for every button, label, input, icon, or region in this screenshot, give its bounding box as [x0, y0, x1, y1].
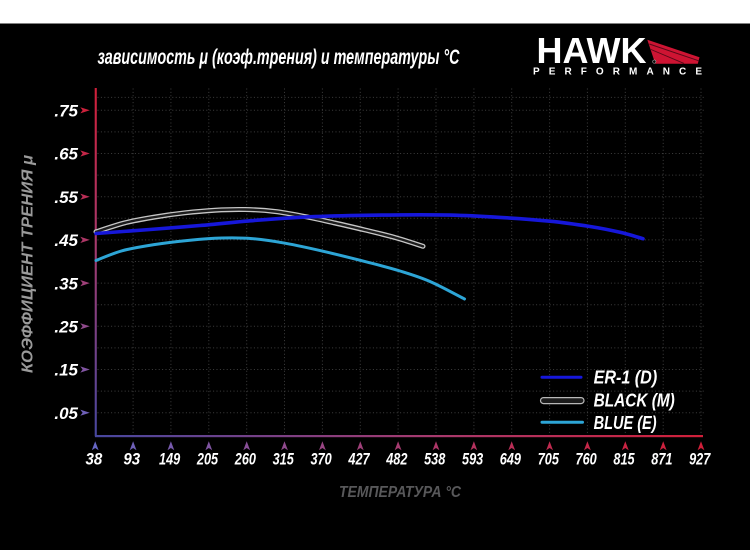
svg-text:205: 205	[196, 451, 219, 469]
svg-text:593: 593	[462, 451, 483, 469]
svg-text:427: 427	[348, 451, 371, 469]
svg-text:PERFORMANCE: PERFORMANCE	[533, 67, 702, 78]
svg-text:649: 649	[500, 451, 522, 469]
svg-text:260: 260	[234, 451, 257, 469]
svg-text:760: 760	[576, 451, 598, 469]
svg-text:315: 315	[273, 451, 295, 469]
svg-text:.25: .25	[54, 318, 78, 337]
svg-text:.15: .15	[54, 361, 78, 380]
svg-text:ТЕМПЕРАТУРА °C: ТЕМПЕРАТУРА °C	[339, 484, 462, 501]
svg-text:93: 93	[123, 451, 140, 469]
svg-text:.05: .05	[54, 404, 78, 423]
svg-text:705: 705	[538, 451, 560, 469]
svg-text:BLUE (E): BLUE (E)	[594, 413, 657, 433]
svg-text:370: 370	[311, 451, 333, 469]
svg-text:871: 871	[651, 451, 672, 469]
svg-text:КОЭФФИЦИЕНТ ТРЕНИЯ μ: КОЭФФИЦИЕНТ ТРЕНИЯ μ	[20, 155, 37, 373]
svg-text:.45: .45	[54, 231, 78, 250]
svg-text:815: 815	[613, 451, 635, 469]
svg-text:538: 538	[424, 451, 446, 469]
svg-text:.65: .65	[54, 145, 78, 164]
svg-text:482: 482	[385, 451, 407, 469]
svg-text:927: 927	[689, 451, 711, 469]
svg-text:HAWK: HAWK	[537, 30, 647, 71]
svg-text:зависимость μ (коэф.трения) и: зависимость μ (коэф.трения) и температур…	[98, 46, 461, 69]
svg-text:149: 149	[159, 451, 181, 469]
svg-text:.55: .55	[54, 188, 78, 207]
svg-text:ER-1 (D): ER-1 (D)	[594, 368, 658, 388]
svg-text:BLACK (M): BLACK (M)	[594, 390, 675, 410]
svg-text:.75: .75	[54, 102, 78, 121]
svg-text:.35: .35	[54, 274, 78, 293]
svg-text:38: 38	[86, 451, 104, 469]
